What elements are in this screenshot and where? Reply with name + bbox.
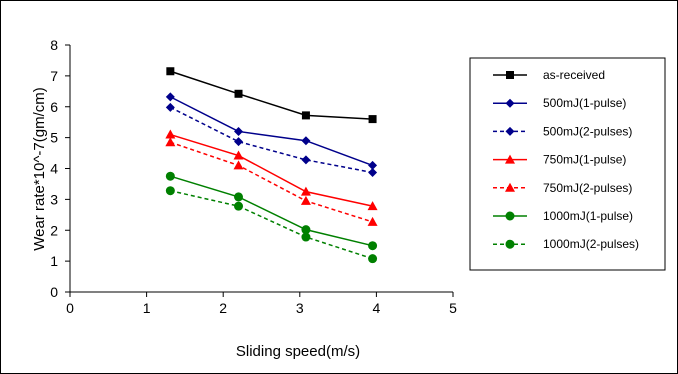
data-point xyxy=(165,102,175,112)
series-4 xyxy=(165,129,378,211)
data-point xyxy=(301,232,311,242)
axes: 0 1 2 3 4 5 6 7 8 0 1 2 3 4 5 xyxy=(50,37,457,316)
data-point xyxy=(300,186,311,196)
legend-marker xyxy=(505,126,515,136)
legend-label: 750mJ(2-pulses) xyxy=(543,181,632,195)
series-layer xyxy=(165,67,378,264)
legend-entry: 1000mJ(2-pulses) xyxy=(493,237,639,251)
data-point xyxy=(234,126,244,136)
y-tick-label: 1 xyxy=(50,253,58,269)
data-point xyxy=(367,201,378,211)
legend-label: 500mJ(2-pulses) xyxy=(543,124,632,138)
legend xyxy=(469,57,666,271)
data-point xyxy=(233,150,244,160)
y-tick-label: 8 xyxy=(50,37,58,53)
data-point xyxy=(368,168,378,178)
data-point xyxy=(234,89,243,98)
data-point xyxy=(368,241,378,251)
legend-entry: 750mJ(2-pulses) xyxy=(493,181,632,195)
y-tick-label: 3 xyxy=(50,191,58,207)
y-tick-label: 7 xyxy=(50,68,58,84)
legend-entry: 1000mJ(1-pulse) xyxy=(493,209,633,223)
data-point xyxy=(234,137,244,147)
data-point xyxy=(300,195,311,205)
series-3 xyxy=(165,102,378,178)
legend-marker xyxy=(506,71,514,79)
legend-entry: 500mJ(2-pulses) xyxy=(493,124,632,138)
data-point xyxy=(368,115,377,124)
data-point xyxy=(165,186,175,196)
x-tick-label: 2 xyxy=(219,300,227,316)
legend-label: 1000mJ(2-pulses) xyxy=(543,237,639,251)
data-point xyxy=(301,136,311,146)
data-point xyxy=(233,160,244,170)
series-6 xyxy=(165,171,378,251)
y-axis-title: Wear rate*10^-7(gm/cm) xyxy=(31,87,48,250)
series-line xyxy=(170,96,373,167)
legend-label: 500mJ(1-pulse) xyxy=(543,96,626,110)
legend-entry: 500mJ(1-pulse) xyxy=(493,96,626,110)
data-point xyxy=(367,216,378,226)
series-line xyxy=(170,175,373,247)
data-point xyxy=(165,92,175,102)
x-tick-label: 1 xyxy=(143,300,151,316)
data-point xyxy=(368,254,378,264)
data-point xyxy=(301,111,310,120)
x-tick-label: 3 xyxy=(296,300,304,316)
series-1 xyxy=(166,67,377,124)
series-line xyxy=(170,70,373,120)
y-tick-label: 5 xyxy=(50,130,58,146)
data-point xyxy=(165,171,175,181)
series-line xyxy=(170,133,373,207)
series-2 xyxy=(165,92,378,170)
legend-marker xyxy=(505,239,515,249)
legend-entries: as-received 500mJ(1-pulse) 500mJ(2-pulses)… xyxy=(493,68,639,251)
legend-label: 750mJ(1-pulse) xyxy=(543,153,626,167)
legend-marker xyxy=(505,154,515,164)
legend-entry: 750mJ(1-pulse) xyxy=(493,153,626,167)
legend-entry: as-received xyxy=(493,68,605,82)
series-line xyxy=(170,141,373,223)
x-tick-label: 5 xyxy=(449,300,457,316)
series-line xyxy=(170,106,373,174)
data-point xyxy=(165,137,176,147)
legend-marker xyxy=(505,211,515,221)
series-line xyxy=(170,189,373,260)
x-tick-label: 4 xyxy=(373,300,381,316)
legend-marker xyxy=(505,98,515,108)
data-point xyxy=(301,225,311,235)
legend-label: as-received xyxy=(543,68,605,82)
data-point xyxy=(234,192,244,202)
x-tick-label: 0 xyxy=(66,300,74,316)
x-axis-title: Sliding speed(m/s) xyxy=(236,343,360,360)
data-point xyxy=(165,129,176,139)
data-point xyxy=(234,201,244,211)
legend-marker xyxy=(505,182,515,192)
data-point xyxy=(368,160,378,170)
data-point xyxy=(166,67,175,76)
series-5 xyxy=(165,137,378,226)
y-tick-label: 0 xyxy=(50,284,58,300)
legend-label: 1000mJ(1-pulse) xyxy=(543,209,633,223)
y-tick-label: 2 xyxy=(50,222,58,238)
data-point xyxy=(301,155,311,165)
series-7 xyxy=(165,186,378,264)
y-tick-label: 4 xyxy=(50,161,58,177)
y-tick-label: 6 xyxy=(50,99,58,115)
